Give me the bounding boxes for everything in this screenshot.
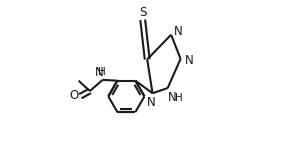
- Text: N: N: [147, 96, 156, 109]
- Text: H: H: [98, 67, 106, 77]
- Text: N: N: [95, 66, 104, 79]
- Text: N: N: [185, 54, 193, 67]
- Text: N: N: [174, 25, 182, 38]
- Text: H: H: [175, 92, 182, 103]
- Text: S: S: [139, 6, 146, 19]
- Text: N: N: [168, 91, 176, 104]
- Text: O: O: [70, 89, 79, 102]
